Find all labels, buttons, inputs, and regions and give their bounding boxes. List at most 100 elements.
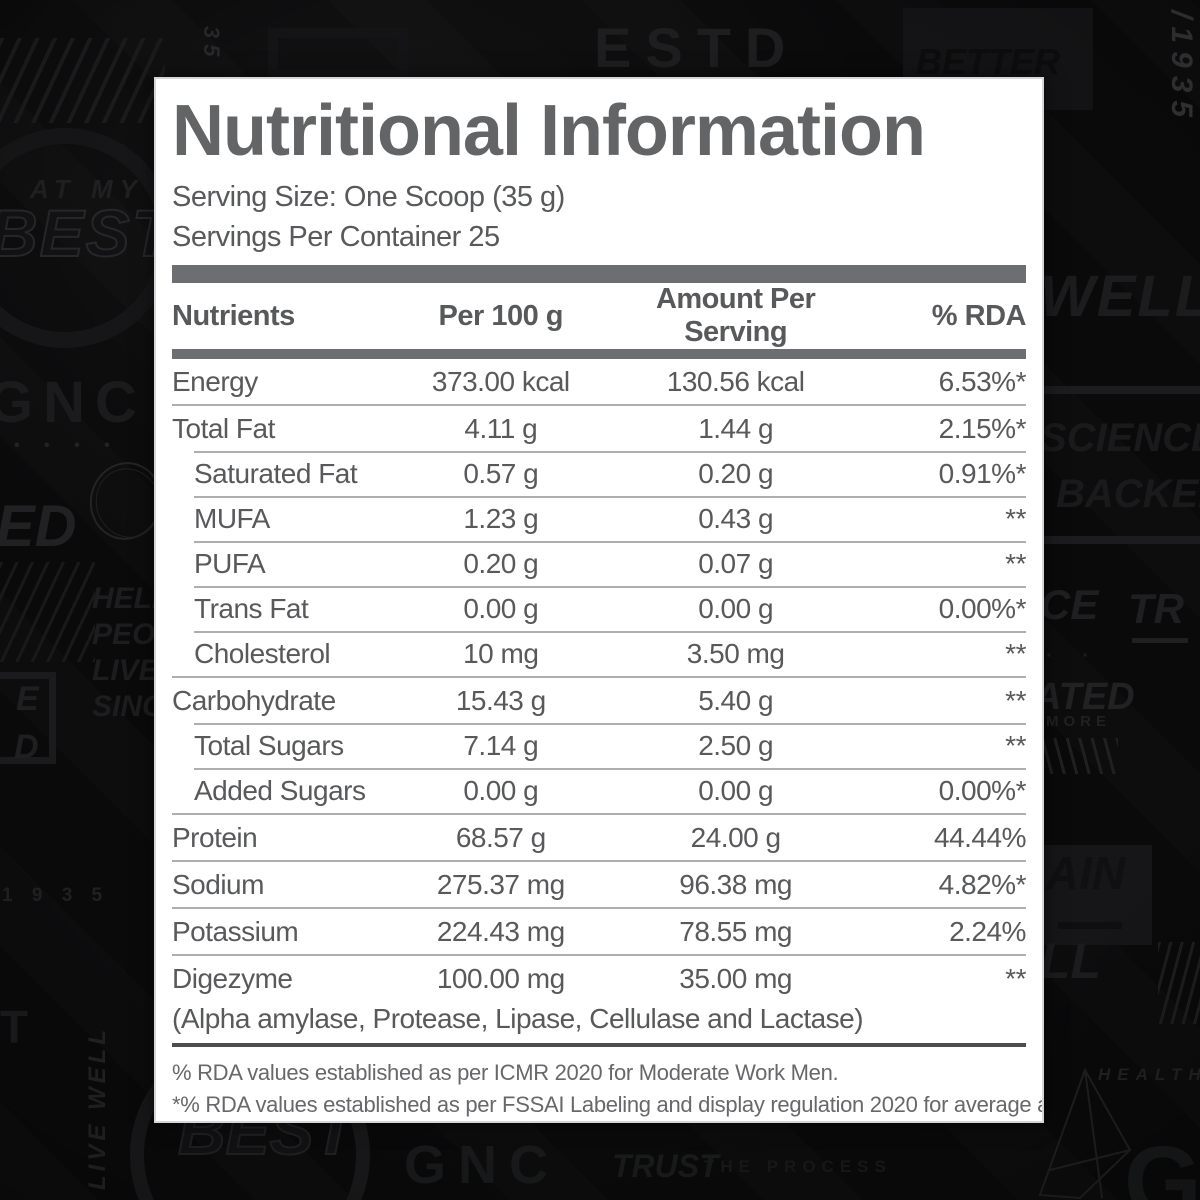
- table-row: Total Sugars 7.14 g 2.50 g **: [172, 723, 1026, 768]
- per-serving-value: 0.43 g: [698, 502, 774, 534]
- table-row: Energy 373.00 kcal 130.56 kcal 6.53%*: [172, 359, 1026, 404]
- nutrient-name: MUFA: [194, 502, 270, 534]
- bg-word-backed: BACKED: [1056, 472, 1200, 516]
- nutrient-name: PUFA: [194, 547, 266, 579]
- nutrient-note: (Alpha amylase, Protease, Lipase, Cellul…: [172, 1003, 864, 1034]
- per-100g-value: 0.00 g: [463, 774, 539, 806]
- rda-value: **: [1005, 502, 1026, 534]
- table-row: Digezyme 100.00 mg 35.00 mg ** (Alpha am…: [172, 954, 1026, 1043]
- bg-word-best-tl: BEST: [0, 196, 175, 270]
- deco-hatch-left: [0, 562, 95, 662]
- nutrient-name: Trans Fat: [194, 592, 309, 624]
- table-row: Potassium 224.43 mg 78.55 mg 2.24%: [172, 907, 1026, 954]
- servings-per-container-text: Servings Per Container 25: [172, 221, 500, 253]
- nutrient-name: Added Sugars: [194, 774, 366, 806]
- rda-value: 6.53%*: [938, 365, 1027, 397]
- bg-word-ain: AIN: [1046, 847, 1126, 899]
- table-row: Cholesterol 10 mg 3.50 mg **: [172, 631, 1026, 676]
- per-100g-value: 1.23 g: [463, 502, 539, 534]
- per-serving-value: 3.50 mg: [686, 637, 785, 669]
- nutrient-name: Saturated Fat: [194, 457, 358, 489]
- bg-word-gnc-bottom: GNC: [404, 1135, 560, 1195]
- per-100g-value: 4.11 g: [464, 412, 538, 444]
- bg-word-well-tr: WELL: [1040, 264, 1200, 329]
- bg-word-tr: TR: [1128, 585, 1184, 632]
- rda-value: **: [1005, 962, 1026, 994]
- per-serving-value: 0.20 g: [698, 457, 774, 489]
- per-serving-value: 0.00 g: [698, 592, 774, 624]
- bg-word-d-frame: D: [14, 728, 39, 766]
- per-serving-value: 0.07 g: [698, 547, 774, 579]
- per-serving-value: 96.38 mg: [679, 868, 792, 900]
- table-row: MUFA 1.23 g 0.43 g **: [172, 496, 1026, 541]
- bg-word-estd: ESTD: [594, 16, 800, 79]
- bg-word-ed-left: ED: [0, 494, 77, 559]
- deco-frame-top: [268, 28, 408, 80]
- serving-size-text: Serving Size: One Scoop (35 g): [172, 181, 565, 213]
- per-serving-value: 35.00 mg: [679, 962, 792, 994]
- bg-word-vert1935: /1935: [1165, 10, 1198, 126]
- deco-hatch-right-1: [1038, 738, 1118, 774]
- col-header-amount-per-serving: Amount Per Serving: [655, 283, 816, 348]
- bg-word-process: THE PROCESS: [704, 1157, 892, 1176]
- nutrient-name: Cholesterol: [194, 637, 331, 669]
- per-100g-value: 15.43 g: [455, 684, 546, 716]
- nutrient-name: Protein: [172, 821, 258, 853]
- bg-word-science: SCIENCE: [1040, 416, 1200, 460]
- footnotes: % RDA values established as per ICMR 202…: [172, 1057, 1042, 1123]
- deco-polygon-wireframe: [1038, 1067, 1132, 1200]
- rda-value: **: [1005, 637, 1026, 669]
- deco-frame-left: [0, 672, 56, 764]
- rda-value: **: [1005, 684, 1026, 716]
- deco-underline-train: [1058, 922, 1122, 929]
- deco-underline-tr: [1132, 638, 1188, 643]
- bg-word-1935: 1 9 3 5: [2, 885, 110, 906]
- table-row: Protein 68.57 g 24.00 g 44.44%: [172, 813, 1026, 860]
- deco-stripes-top-left: [0, 38, 165, 123]
- bg-word-ce: CE: [1040, 581, 1099, 628]
- bg-word-livewell: LIVE WELL: [84, 1026, 111, 1190]
- nutrient-name: Carbohydrate: [172, 684, 336, 716]
- rda-value: 2.24%: [949, 915, 1026, 947]
- rda-value: 44.44%: [934, 821, 1026, 853]
- table-row: Sodium 275.37 mg 96.38 mg 4.82%*: [172, 860, 1026, 907]
- rda-value: **: [1005, 729, 1026, 761]
- per-serving-value: 1.44 g: [698, 412, 774, 444]
- bg-word-gbig: G: [1124, 1126, 1200, 1200]
- bg-word-gnc-left: GNC: [0, 370, 147, 435]
- per-serving-value: 24.00 g: [690, 821, 781, 853]
- footnote-line: % RDA values established as per ICMR 202…: [172, 1060, 839, 1085]
- table-row: PUFA 0.20 g 0.07 g **: [172, 541, 1026, 586]
- rda-value: **: [1005, 547, 1026, 579]
- deco-band-right-2: [1042, 536, 1200, 544]
- per-serving-value: 130.56 kcal: [666, 365, 805, 397]
- table-body: Energy 373.00 kcal 130.56 kcal 6.53%* To…: [172, 359, 1026, 1043]
- nutrient-name: Energy: [172, 365, 258, 397]
- per-100g-value: 0.00 g: [463, 592, 539, 624]
- per-100g-value: 373.00 kcal: [431, 365, 570, 397]
- per-serving-value: 5.40 g: [698, 684, 774, 716]
- bg-word-health: HEALTH: [1098, 1065, 1200, 1084]
- rda-value: 2.15%*: [938, 412, 1027, 444]
- divider-bar-header: [172, 349, 1026, 359]
- deco-hatch-right-2: [1158, 942, 1200, 1024]
- bg-word-dots-right: · ·: [1046, 645, 1101, 667]
- nutrient-name: Digezyme: [172, 962, 293, 994]
- footnote-line: **% RDA values not established.: [172, 1121, 1026, 1123]
- bg-word-trust: TRUST: [612, 1148, 719, 1184]
- per-serving-value: 78.55 mg: [679, 915, 792, 947]
- per-100g-value: 0.20 g: [463, 547, 539, 579]
- per-100g-value: 275.37 mg: [436, 868, 565, 900]
- per-100g-value: 68.57 g: [455, 821, 546, 853]
- bg-word-ated: ATED: [1034, 676, 1135, 718]
- bg-word-ll: LL: [1040, 933, 1102, 989]
- nutrient-name: Sodium: [172, 868, 264, 900]
- table-row: Added Sugars 0.00 g 0.00 g 0.00%*: [172, 768, 1026, 813]
- per-100g-value: 100.00 mg: [436, 962, 565, 994]
- nutrient-name: Potassium: [172, 915, 299, 947]
- nutrition-label-card: Nutritional Information Serving Size: On…: [154, 77, 1044, 1123]
- divider-bar-top: [172, 265, 1026, 283]
- col-header-nutrients: Nutrients: [172, 299, 295, 332]
- per-serving-value: 0.00 g: [698, 774, 774, 806]
- table-row: Total Fat 4.11 g 1.44 g 2.15%*: [172, 404, 1026, 451]
